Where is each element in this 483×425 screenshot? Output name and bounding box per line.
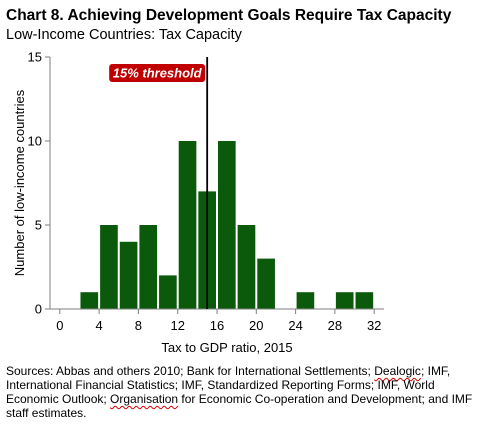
bar xyxy=(159,275,177,309)
sources-text: for Economic Co-operation and Developmen… xyxy=(6,392,473,420)
sources-text: ; IMF, International Financial Statistic… xyxy=(6,364,451,406)
threshold-label: 15% threshold xyxy=(113,66,203,81)
bar xyxy=(80,292,99,309)
sources-text: Sources: Abbas and others 2010; Bank for… xyxy=(6,364,375,378)
sources-note: Sources: Abbas and others 2010; Bank for… xyxy=(6,364,476,420)
sources-flagged-word: Dealogic xyxy=(374,364,421,378)
x-axis-label: Tax to GDP ratio, 2015 xyxy=(161,340,292,355)
bar xyxy=(296,292,315,309)
x-tick-label: 32 xyxy=(367,318,381,333)
x-tick-label: 0 xyxy=(56,318,63,333)
x-tick-label: 12 xyxy=(170,318,184,333)
bar xyxy=(335,292,354,309)
y-tick-label: 10 xyxy=(28,134,42,149)
bar xyxy=(119,241,138,309)
x-tick-label: 8 xyxy=(135,318,142,333)
bar xyxy=(100,225,118,309)
bar xyxy=(257,258,275,309)
y-tick-label: 5 xyxy=(35,218,42,233)
bar xyxy=(178,141,197,309)
chart-subtitle: Low-Income Countries: Tax Capacity xyxy=(6,27,242,43)
bar xyxy=(139,225,158,309)
x-tick-label: 24 xyxy=(288,318,302,333)
y-axis-label: Number of low-income countries xyxy=(12,89,27,276)
y-tick-label: 0 xyxy=(35,302,42,317)
bar xyxy=(237,225,256,309)
bar xyxy=(218,141,236,309)
x-tick-label: 4 xyxy=(96,318,103,333)
bar xyxy=(355,292,374,309)
y-tick-label: 15 xyxy=(28,50,42,65)
chart-title: Chart 8. Achieving Development Goals Req… xyxy=(6,7,452,24)
x-tick-label: 20 xyxy=(249,318,263,333)
x-tick-label: 28 xyxy=(328,318,342,333)
x-tick-label: 16 xyxy=(210,318,224,333)
threshold-label-box xyxy=(109,64,206,82)
sources-flagged-word: Organisation xyxy=(110,392,179,406)
